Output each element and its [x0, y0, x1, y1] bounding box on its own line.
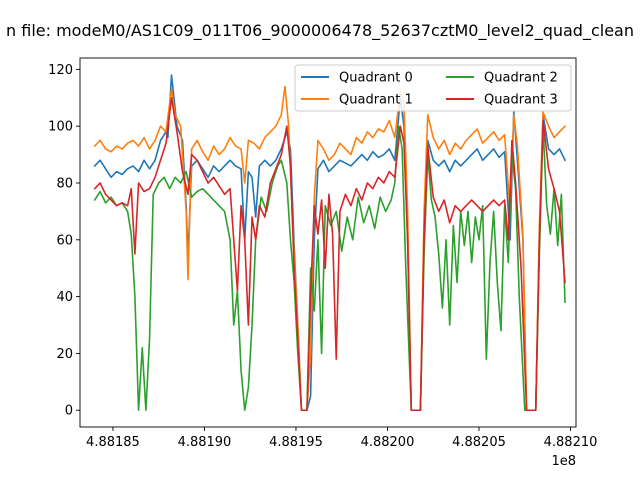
x-tick-label: 4.88195	[269, 435, 323, 450]
x-offset-label: 1e8	[551, 454, 576, 469]
x-tick-label: 4.88185	[86, 435, 140, 450]
x-tick-label: 4.88190	[178, 435, 232, 450]
legend-label-quadrant-2: Quadrant 2	[484, 71, 558, 86]
y-tick-label: 0	[65, 404, 73, 419]
x-tick-label: 4.88205	[452, 435, 506, 450]
legend-box	[294, 64, 572, 112]
plot-area: 4.88185 4.88190 4.88195 4.88200 4.88205 4.882…	[48, 57, 598, 469]
chart-title: n file: modeM0/AS1C09_011T06_9000006478_…	[6, 21, 634, 41]
y-tick-label: 80	[56, 176, 73, 191]
series-lines	[93, 74, 566, 412]
x-tick-label: 4.88200	[361, 435, 415, 450]
x-tick-label: 4.88210	[544, 435, 598, 450]
y-tick-label: 40	[56, 290, 73, 305]
y-tick-label: 60	[56, 233, 73, 248]
series-line-quadrant-0	[93, 74, 566, 412]
legend-label-quadrant-1: Quadrant 1	[339, 93, 413, 108]
legend-label-quadrant-3: Quadrant 3	[484, 93, 558, 108]
y-tick-label: 120	[48, 63, 73, 78]
y-tick-label: 20	[56, 347, 73, 362]
legend-label-quadrant-0: Quadrant 0	[339, 71, 413, 86]
series-line-quadrant-3	[93, 96, 566, 412]
legend: Quadrant 0 Quadrant 1 Quadrant 2 Quadrant 3	[294, 64, 572, 112]
y-tick-label: 100	[48, 120, 73, 135]
axes-frame	[79, 57, 577, 428]
series-line-quadrant-1	[93, 85, 566, 412]
